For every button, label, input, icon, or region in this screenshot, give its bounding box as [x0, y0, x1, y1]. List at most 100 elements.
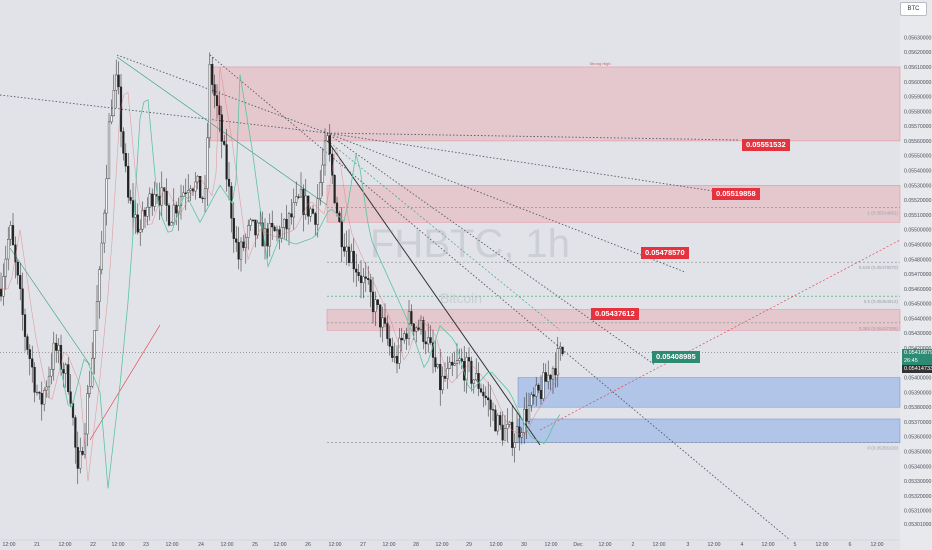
candle-body: [477, 373, 480, 389]
candle-body: [328, 135, 331, 155]
candle-body: [43, 389, 46, 405]
candle-body: [266, 228, 269, 247]
price-axis: [900, 0, 932, 550]
x-tick-label: 29: [466, 542, 472, 548]
candle-body: [470, 360, 473, 384]
ema-line: [59, 74, 561, 489]
candle-body: [287, 213, 291, 230]
candle-body: [23, 314, 27, 337]
candle-body: [391, 346, 394, 358]
candle-body: [422, 320, 425, 342]
y-tick-label: 0.05390000: [904, 390, 932, 396]
candle-body: [55, 342, 58, 351]
candle-body: [455, 360, 459, 364]
candle-body: [376, 299, 379, 305]
candle-body: [237, 242, 240, 260]
candle-body: [347, 246, 351, 263]
fib-level-label: 0 (0.05356100): [867, 446, 898, 451]
candle-body: [316, 198, 319, 225]
y-tick-label: 0.05630000: [904, 35, 932, 41]
candle-body: [475, 373, 478, 381]
candle-body: [136, 214, 139, 233]
projection-line: [89, 324, 161, 441]
candle-body: [254, 219, 257, 236]
candle-body: [340, 221, 343, 248]
candle-body: [0, 288, 3, 297]
zone-caption: Strong High: [589, 61, 610, 66]
candle-body: [119, 86, 123, 132]
candle-body: [134, 214, 137, 218]
candle-body: [292, 202, 295, 218]
candle-body: [67, 364, 70, 392]
price-label-tag: 0.05408985: [652, 350, 700, 363]
trend-line: [209, 54, 791, 541]
y-tick-label: 0.05430000: [904, 331, 932, 337]
candle-body: [503, 428, 507, 441]
candle-body: [103, 212, 106, 244]
y-tick-label: 0.05450000: [904, 302, 932, 308]
candle-body: [220, 114, 223, 142]
candle-body: [439, 364, 442, 391]
price-label-tag: 0.05519858: [712, 188, 760, 201]
candle-body: [139, 228, 142, 233]
candle-body: [496, 415, 499, 432]
candle-body: [208, 64, 211, 139]
x-tick-label: 12:00: [490, 542, 503, 548]
candle-body: [302, 188, 305, 215]
candle-body: [539, 389, 543, 399]
candle-body: [441, 375, 444, 391]
candle-body: [350, 250, 353, 263]
candle-body: [143, 209, 147, 217]
symbol-badge[interactable]: BTC: [900, 2, 927, 16]
x-tick-label: Dec: [573, 542, 583, 548]
candle-body: [345, 246, 348, 252]
candle-body: [419, 320, 423, 330]
price-label-tag: 0.05437612: [591, 307, 639, 320]
candle-body: [467, 357, 471, 362]
x-tick-label: 24: [198, 542, 204, 548]
candle-body: [537, 384, 540, 391]
candle-body: [225, 144, 228, 180]
candle-body: [127, 165, 130, 198]
x-tick-label: 12:00: [816, 542, 829, 548]
candle-body: [410, 311, 413, 325]
candle-body: [259, 222, 262, 224]
candle-body: [247, 225, 250, 238]
resistance-zone: [209, 66, 901, 142]
trend-line: [326, 132, 741, 141]
candle-body: [110, 115, 113, 123]
candle-body: [343, 246, 346, 252]
y-tick-label: 0.05510000: [904, 213, 932, 219]
x-tick-label: 12:00: [436, 542, 449, 548]
y-tick-label: 0.05350000: [904, 450, 932, 456]
candle-body: [93, 330, 96, 359]
candle-body: [122, 131, 125, 154]
y-tick-label: 0.05580000: [904, 109, 932, 115]
candle-body: [386, 323, 389, 339]
candle-body: [479, 388, 483, 393]
x-tick-label: 4: [741, 542, 744, 548]
candle-body: [223, 141, 226, 145]
candle-body: [213, 84, 216, 96]
candle-body: [47, 375, 51, 388]
candle-body: [395, 355, 399, 364]
candle-body: [299, 188, 303, 198]
candle-body: [383, 317, 387, 324]
y-tick-label: 0.05320000: [904, 494, 932, 500]
x-tick-label: 22: [90, 542, 96, 548]
candle-body: [364, 276, 367, 279]
price-label-tag: 0.05551532: [742, 139, 790, 152]
symbol-watermark: FHBTC, 1h: [370, 222, 571, 266]
candle-body: [148, 193, 151, 208]
candle-body: [561, 346, 564, 355]
candle-body: [31, 358, 34, 368]
candle-body: [38, 391, 41, 394]
fib-level-label: 1 (0.05514661): [867, 210, 898, 215]
candle-body: [319, 182, 322, 199]
y-tick-label: 0.05470000: [904, 272, 932, 278]
candle-body: [187, 190, 190, 194]
candle-body: [443, 375, 447, 379]
x-tick-label: 12:00: [112, 542, 125, 548]
